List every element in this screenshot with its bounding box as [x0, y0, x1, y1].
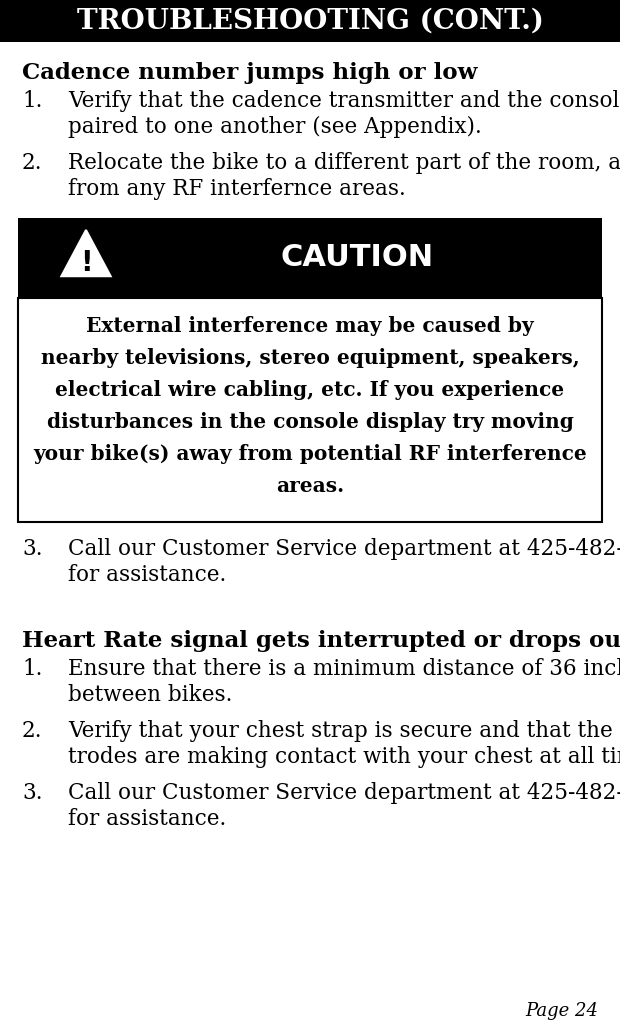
Text: Verify that your chest strap is secure and that the elec-: Verify that your chest strap is secure a… — [68, 720, 620, 742]
Text: for assistance.: for assistance. — [68, 808, 226, 830]
Text: External interference may be caused by: External interference may be caused by — [86, 316, 534, 336]
Text: for assistance.: for assistance. — [68, 564, 226, 586]
Text: Verify that the cadence transmitter and the console are: Verify that the cadence transmitter and … — [68, 90, 620, 112]
Text: 1.: 1. — [22, 90, 42, 112]
Text: disturbances in the console display try moving: disturbances in the console display try … — [46, 412, 574, 432]
Text: nearby televisions, stereo equipment, speakers,: nearby televisions, stereo equipment, sp… — [41, 348, 579, 368]
Text: CAUTION: CAUTION — [280, 243, 433, 272]
Text: your bike(s) away from potential RF interference: your bike(s) away from potential RF inte… — [33, 444, 587, 464]
Text: between bikes.: between bikes. — [68, 684, 232, 706]
Text: Call our Customer Service department at 425-482-6773: Call our Customer Service department at … — [68, 538, 620, 560]
FancyBboxPatch shape — [0, 0, 620, 42]
Text: paired to one another (see Appendix).: paired to one another (see Appendix). — [68, 116, 482, 138]
Text: 2.: 2. — [22, 152, 43, 174]
Text: TROUBLESHOOTING (CONT.): TROUBLESHOOTING (CONT.) — [76, 7, 544, 34]
FancyBboxPatch shape — [18, 218, 602, 298]
Text: from any RF interfernce areas.: from any RF interfernce areas. — [68, 178, 405, 200]
Text: electrical wire cabling, etc. If you experience: electrical wire cabling, etc. If you exp… — [55, 380, 565, 400]
Text: 2.: 2. — [22, 720, 43, 742]
Text: areas.: areas. — [276, 476, 344, 496]
Text: Relocate the bike to a different part of the room, away: Relocate the bike to a different part of… — [68, 152, 620, 174]
Text: Call our Customer Service department at 425-482-6773: Call our Customer Service department at … — [68, 782, 620, 804]
Text: !: ! — [80, 249, 92, 277]
Text: trodes are making contact with your chest at all times.: trodes are making contact with your ches… — [68, 746, 620, 768]
Text: Cadence number jumps high or low: Cadence number jumps high or low — [22, 62, 477, 84]
Polygon shape — [61, 230, 110, 277]
Text: Heart Rate signal gets interrupted or drops out: Heart Rate signal gets interrupted or dr… — [22, 630, 620, 652]
Text: Page 24: Page 24 — [525, 1002, 598, 1020]
Text: Ensure that there is a minimum distance of 36 inches: Ensure that there is a minimum distance … — [68, 658, 620, 680]
FancyBboxPatch shape — [18, 298, 602, 522]
Text: 1.: 1. — [22, 658, 42, 680]
Text: 3.: 3. — [22, 538, 43, 560]
Text: 3.: 3. — [22, 782, 43, 804]
